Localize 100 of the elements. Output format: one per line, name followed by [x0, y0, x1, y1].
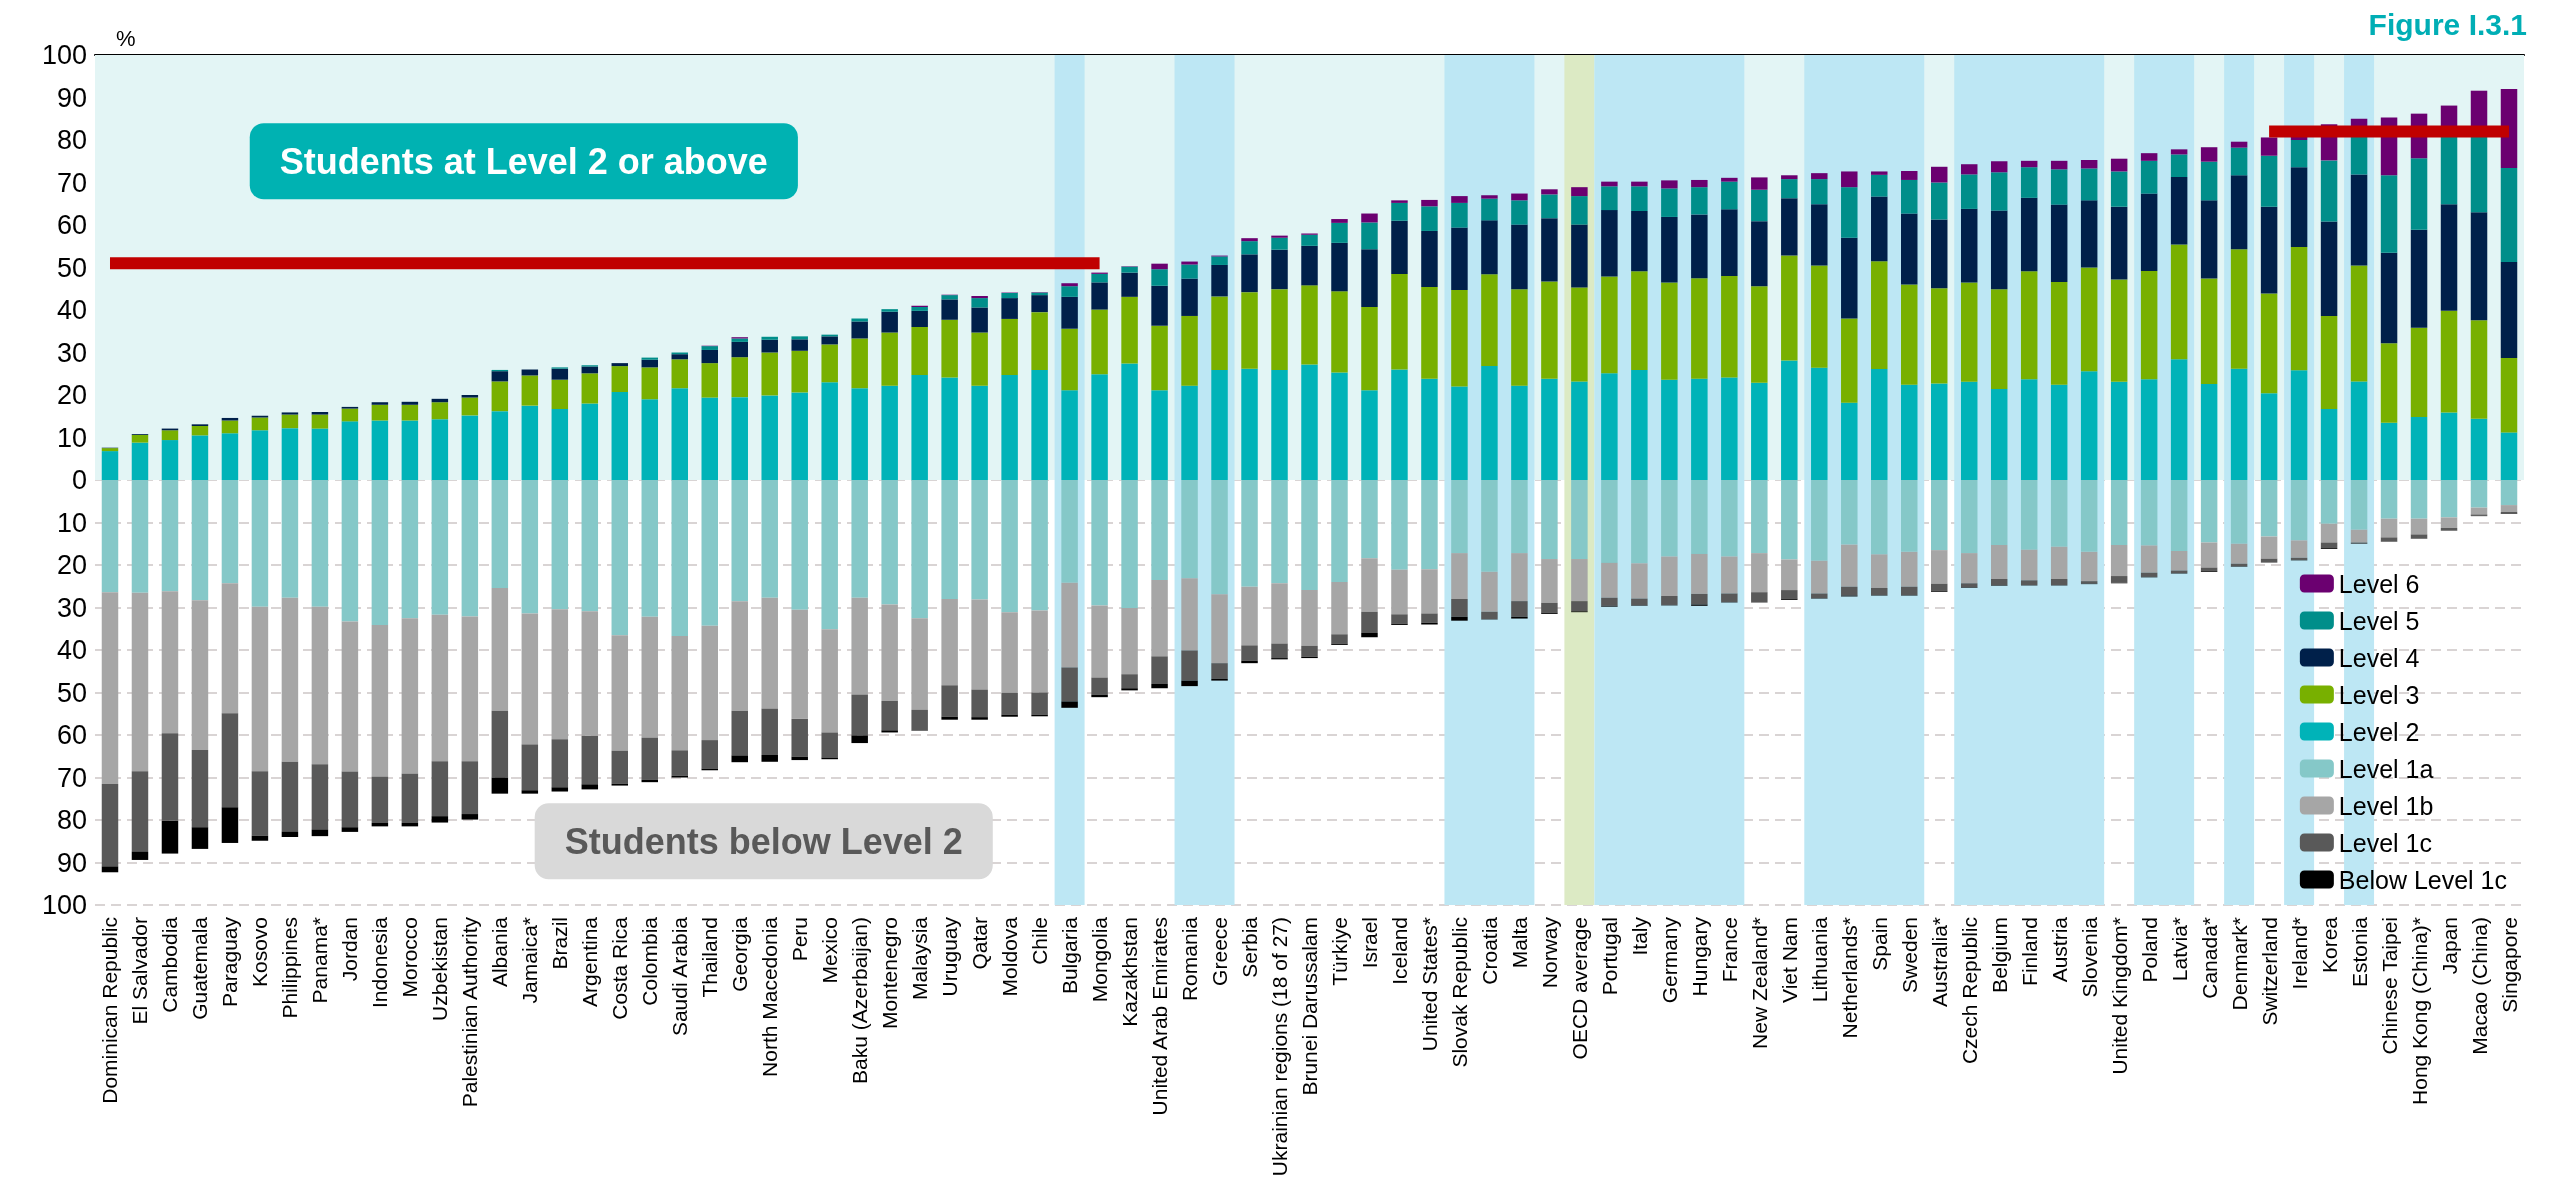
- legend-label: Level 6: [2338, 569, 2420, 598]
- bar: [1930, 550, 1948, 584]
- bar: [791, 392, 808, 480]
- bar: [881, 332, 898, 386]
- bar: [101, 451, 119, 480]
- bar: [371, 402, 389, 405]
- x-tick-label: Romania: [1178, 916, 1202, 1002]
- bar: [2380, 252, 2398, 344]
- bar: [2320, 480, 2338, 524]
- bar: [1151, 656, 1168, 684]
- bar: [2290, 370, 2308, 480]
- bar: [2020, 480, 2038, 550]
- bar: [1121, 607, 1138, 675]
- bar: [2170, 176, 2188, 245]
- bar: [911, 307, 928, 311]
- bar: [551, 368, 569, 380]
- y-tick-label: 10: [56, 422, 87, 453]
- x-tick-label: Dominican Republic: [98, 917, 122, 1104]
- bar: [131, 851, 149, 860]
- bar: [521, 480, 539, 614]
- bar: [1031, 610, 1048, 693]
- bar: [1271, 235, 1288, 238]
- bar: [431, 480, 449, 615]
- bar: [2050, 480, 2068, 547]
- bar: [911, 618, 928, 710]
- bar: [1211, 663, 1228, 679]
- bar: [281, 597, 299, 762]
- bar: [641, 357, 659, 360]
- legend-label: Level 1c: [2338, 828, 2432, 857]
- bar: [701, 625, 718, 741]
- bar: [191, 600, 209, 750]
- bar: [1841, 318, 1858, 403]
- bar: [1541, 559, 1558, 603]
- bar: [2230, 480, 2248, 544]
- bar: [1511, 385, 1528, 480]
- bar: [1871, 196, 1888, 262]
- bar: [1181, 385, 1198, 480]
- bar: [1571, 224, 1588, 288]
- bar: [1990, 172, 2008, 211]
- bar: [1541, 378, 1558, 480]
- bar: [581, 784, 599, 790]
- bar: [1001, 480, 1018, 613]
- bar: [2110, 545, 2128, 577]
- bar: [911, 375, 928, 480]
- bar: [221, 807, 239, 843]
- bar: [2020, 549, 2038, 581]
- bar: [2020, 160, 2038, 168]
- bar: [791, 718, 808, 757]
- bar: [401, 404, 419, 421]
- bar: [1391, 202, 1408, 221]
- bar: [1691, 187, 1708, 215]
- bar: [1361, 558, 1378, 612]
- bar: [1271, 249, 1288, 290]
- x-tick-label: Uruguay: [938, 916, 962, 997]
- bar: [761, 597, 778, 709]
- bar: [1421, 569, 1438, 614]
- bar: [2290, 167, 2308, 248]
- bar: [1001, 692, 1018, 715]
- bar: [2260, 206, 2278, 294]
- bar: [2080, 159, 2098, 169]
- bar: [2380, 422, 2398, 480]
- bar: [1631, 598, 1648, 606]
- x-tick-label: Paraguay: [218, 916, 242, 1007]
- bar: [881, 480, 898, 605]
- chart-title: Figure I.3.1: [2368, 7, 2528, 41]
- y-tick-label: 30: [56, 337, 87, 368]
- x-tick-label: Serbia: [1238, 916, 1262, 978]
- bar: [431, 816, 449, 823]
- x-tick-label: Türkiye: [1327, 917, 1351, 986]
- bar: [1331, 242, 1348, 292]
- bar: [1511, 553, 1528, 602]
- y-tick-label: 70: [56, 762, 87, 793]
- bar: [551, 409, 569, 480]
- bar: [2200, 200, 2218, 279]
- bar: [611, 366, 629, 393]
- bar: [1721, 556, 1738, 594]
- bar: [2230, 368, 2248, 480]
- bar: [1091, 309, 1108, 375]
- bar: [911, 327, 928, 376]
- bar: [581, 480, 599, 612]
- bar: [1990, 289, 2008, 390]
- bar: [791, 336, 808, 340]
- bar: [1781, 255, 1798, 361]
- bar: [2320, 409, 2338, 480]
- x-tick-label: Viet Nam: [1777, 917, 1801, 1003]
- bar: [1541, 480, 1558, 560]
- bar: [2140, 545, 2158, 573]
- x-tick-label: Georgia: [728, 916, 752, 992]
- bar: [2260, 558, 2278, 563]
- bar: [1061, 286, 1078, 297]
- bar: [2440, 135, 2458, 205]
- bar: [1301, 364, 1318, 480]
- bar: [521, 613, 539, 745]
- bar: [851, 480, 868, 598]
- bar: [1031, 369, 1048, 480]
- y-tick-label: 80: [56, 125, 87, 155]
- bar: [191, 426, 209, 436]
- x-tick-label: Ukrainian regions (18 of 27): [1268, 917, 1292, 1177]
- bar: [1841, 544, 1858, 587]
- bar: [1181, 315, 1198, 386]
